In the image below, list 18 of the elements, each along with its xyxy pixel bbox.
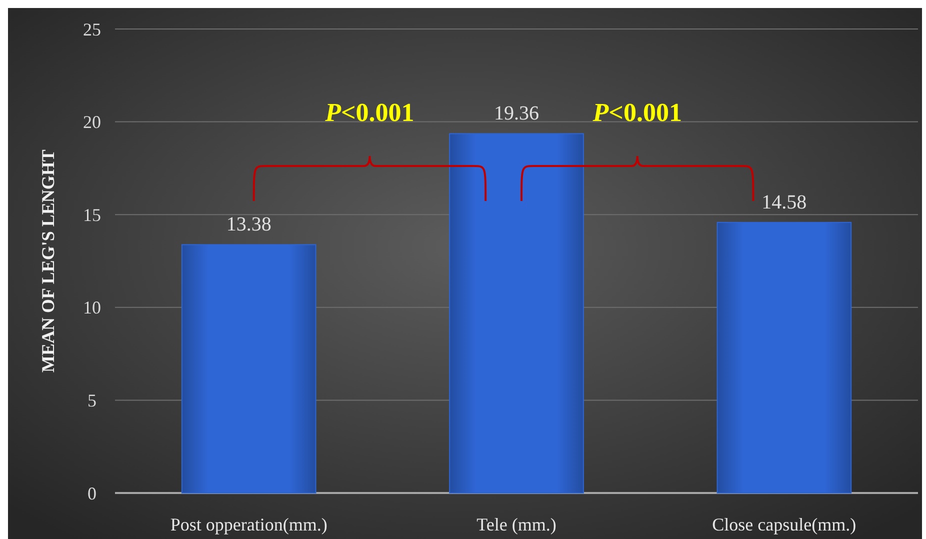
y-axis-title: MEAN OF LEG'S LENGHT [38, 150, 58, 372]
bar [449, 133, 584, 494]
bar [181, 244, 316, 494]
y-tick-label: 10 [83, 298, 101, 318]
data-label: 14.58 [762, 191, 807, 214]
y-tick-label: 0 [88, 483, 96, 504]
bar [716, 222, 852, 494]
data-label: 13.38 [226, 214, 272, 236]
annotation: P<0.001 [324, 98, 414, 127]
x-tick-label: Close capsule(mm.) [712, 514, 856, 534]
y-tick-label: 5 [88, 390, 96, 410]
y-tick-label: 25 [83, 19, 101, 40]
x-tick-label: Tele (mm.) [476, 514, 556, 534]
annotation: P<0.001 [592, 98, 682, 127]
x-tick-label: Post opperation(mm.) [170, 514, 328, 534]
y-tick-label: 15 [83, 204, 101, 225]
y-tick-label: 20 [83, 112, 101, 132]
data-label: 19.36 [494, 102, 539, 125]
